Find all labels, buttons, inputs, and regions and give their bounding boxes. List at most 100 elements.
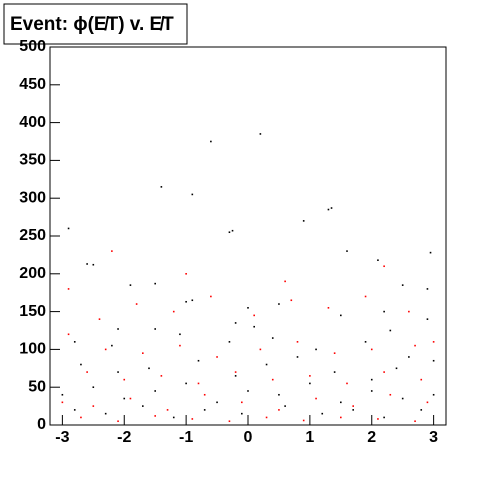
point (231, 229, 234, 232)
plot-frame (49, 46, 447, 426)
point (172, 310, 175, 313)
x-tick-label: -3 (55, 429, 69, 446)
point (61, 393, 64, 396)
point (333, 371, 336, 373)
point (247, 307, 249, 309)
point (364, 341, 367, 343)
point (364, 295, 367, 298)
x-tick-label: 1 (305, 429, 314, 446)
point (420, 378, 423, 381)
point (241, 412, 243, 415)
point (197, 382, 200, 385)
point (203, 409, 206, 411)
point (228, 341, 231, 343)
point (278, 303, 280, 305)
point (284, 405, 286, 407)
point (216, 356, 218, 358)
point (123, 397, 126, 400)
point (315, 397, 317, 400)
y-tick-label: 500 (19, 38, 46, 55)
point (370, 348, 373, 351)
point (352, 405, 354, 407)
point (253, 325, 255, 328)
point (340, 314, 342, 317)
point (154, 415, 156, 417)
point (210, 295, 212, 298)
point (203, 393, 206, 396)
point (191, 193, 194, 196)
point (426, 318, 429, 320)
point (80, 363, 82, 366)
y-tick-label: 250 (19, 227, 46, 244)
point (117, 371, 119, 373)
point (86, 371, 88, 373)
point (253, 314, 255, 317)
point (142, 405, 144, 407)
point (80, 416, 82, 419)
point (129, 397, 132, 400)
point (389, 329, 392, 332)
x-tick-label: 3 (429, 429, 438, 446)
point (330, 207, 333, 209)
point (296, 356, 299, 358)
point (265, 416, 268, 419)
point (278, 409, 280, 411)
point (129, 284, 132, 286)
point (73, 409, 76, 411)
point (154, 282, 156, 285)
point (377, 418, 379, 420)
point (352, 409, 354, 411)
chart-title: Event: ϕ(E̸T) v. E̸T (10, 14, 174, 35)
point (309, 382, 311, 385)
point (327, 208, 330, 211)
x-tick-label: 0 (244, 429, 253, 446)
point (210, 140, 212, 143)
point (389, 393, 392, 396)
point (61, 401, 64, 404)
point (346, 250, 348, 252)
point (429, 251, 432, 254)
point (191, 299, 194, 302)
y-tick-label: 150 (19, 303, 46, 320)
point (185, 273, 187, 275)
x-tick-label: -2 (117, 429, 131, 446)
point (154, 328, 156, 330)
point (228, 231, 231, 234)
y-tick-label: 50 (28, 378, 46, 395)
point (414, 344, 416, 347)
point (86, 263, 88, 265)
point (247, 390, 249, 392)
point (104, 412, 107, 415)
point (92, 405, 95, 407)
point (432, 359, 435, 362)
point (135, 303, 138, 305)
point (191, 418, 194, 420)
point (271, 337, 274, 339)
point (302, 419, 305, 422)
point (241, 401, 243, 404)
point (321, 412, 324, 415)
title-box (3, 3, 188, 45)
point (154, 390, 156, 392)
x-tick-label: 2 (367, 429, 376, 446)
point (383, 310, 385, 313)
point (271, 378, 274, 381)
point (346, 382, 348, 385)
point (179, 344, 181, 347)
point (117, 328, 119, 330)
point (166, 409, 169, 411)
point (67, 227, 70, 230)
point (309, 375, 311, 377)
point (377, 259, 379, 261)
y-tick-label: 400 (19, 114, 46, 131)
point (333, 352, 336, 354)
point (340, 401, 342, 404)
point (327, 307, 330, 309)
point (383, 265, 385, 268)
point (216, 401, 218, 404)
point (420, 409, 423, 411)
point (111, 344, 113, 347)
point (315, 348, 317, 351)
